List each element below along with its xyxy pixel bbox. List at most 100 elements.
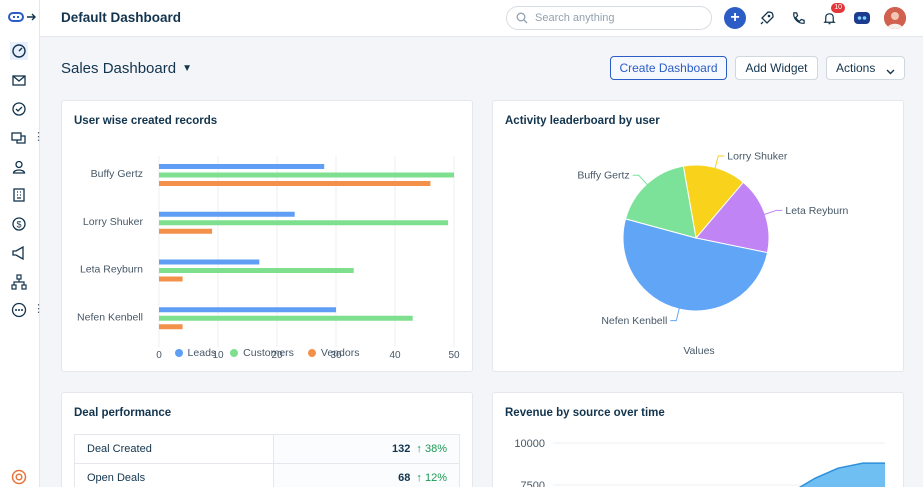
conversations-more-icon[interactable]: ⋮ <box>33 131 44 143</box>
deals-icon[interactable]: $ <box>10 215 28 233</box>
dashboard-name: Sales Dashboard <box>61 60 177 77</box>
pie-label: Lorry Shuker <box>727 150 788 162</box>
revenue-chart: 10000 7500 <box>514 438 885 487</box>
legend-dot <box>230 349 239 357</box>
category-label: Buffy Gertz <box>91 168 143 180</box>
search-icon <box>516 12 528 24</box>
x-tick-label: 0 <box>156 350 162 361</box>
revenue-widget: Revenue by source over time 10000 7500 <box>492 392 904 487</box>
notification-badge: 10 <box>831 3 845 13</box>
deal-value: 132 <box>392 443 411 455</box>
leaderboard-title: Activity leaderboard by user <box>505 115 660 127</box>
plus-icon: + <box>730 9 740 26</box>
create-dashboard-button[interactable]: Create Dashboard <box>610 56 727 80</box>
deals-table: Deal Created 132 ↑ 38% Open Deals 68 ↑ 1… <box>74 434 460 487</box>
accounts-icon[interactable] <box>10 186 28 204</box>
revenue-title: Revenue by source over time <box>505 407 665 419</box>
app-logo[interactable] <box>8 9 38 25</box>
top-bar: Default Dashboard + 10 <box>40 0 923 37</box>
tasks-icon[interactable] <box>10 100 28 118</box>
notifications-icon[interactable]: 10 <box>818 3 845 29</box>
x-tick-label: 30 <box>330 350 342 361</box>
bar-leads <box>159 164 325 169</box>
more-options-icon[interactable]: ⋮ <box>33 303 44 315</box>
phone-icon[interactable] <box>787 7 809 29</box>
conversations-icon[interactable] <box>10 129 28 147</box>
deal-value: 68 <box>398 472 411 484</box>
area-revenue <box>800 463 885 487</box>
bar-vendors <box>159 181 431 186</box>
x-tick-label: 40 <box>389 350 401 361</box>
page-title: Default Dashboard <box>61 10 182 25</box>
legend-dot <box>307 349 316 357</box>
area-line <box>798 462 885 487</box>
chevron-down-icon <box>886 64 895 78</box>
workflow-icon[interactable] <box>10 273 28 291</box>
pie-label: Buffy Gertz <box>577 170 629 182</box>
add-widget-button[interactable]: Add Widget <box>735 56 818 80</box>
help-icon[interactable] <box>11 469 27 485</box>
deal-change-value: 12% <box>424 472 447 484</box>
legend-item[interactable]: Vendors <box>307 347 360 359</box>
pie-label: Nefen Kenbell <box>601 315 667 327</box>
deal-label: Open Deals <box>75 464 274 487</box>
logo-icon <box>8 12 36 22</box>
campaigns-icon[interactable] <box>10 244 28 262</box>
bar-customers <box>159 315 413 321</box>
bar-leads <box>159 259 260 265</box>
records-chart: 0 10 20 30 40 50 Buffy Gertz Lorry Shuker Leta R… <box>77 156 460 361</box>
category-label: Leta Reyburn <box>80 264 143 276</box>
deal-change: ↑ 12% <box>416 472 447 484</box>
bot-icon[interactable] <box>851 7 873 29</box>
bar-vendors <box>159 228 213 234</box>
mail-icon[interactable] <box>10 71 28 89</box>
bar-vendors <box>159 276 183 282</box>
deal-change-value: 38% <box>424 443 447 455</box>
x-tick-label: 50 <box>448 350 460 361</box>
dashboard-icon[interactable] <box>10 42 28 60</box>
category-label: Lorry Shuker <box>83 216 144 228</box>
actions-label: Actions <box>836 61 876 75</box>
table-row[interactable]: Open Deals 68 ↑ 12% <box>75 464 459 487</box>
arrow-up-icon: ↑ <box>416 472 422 484</box>
pie-leader-line <box>632 174 649 186</box>
deal-label: Deal Created <box>75 435 274 463</box>
records-widget: User wise created records 0 10 20 30 40 50 Buf… <box>61 100 473 372</box>
pie-leader-line <box>714 155 725 170</box>
pie-leader-line <box>670 306 681 322</box>
legend-label: Customers <box>243 347 294 359</box>
category-label: Nefen Kenbell <box>77 311 143 323</box>
legend-dot <box>174 349 183 357</box>
actions-button[interactable]: Actions <box>826 56 905 80</box>
search-box[interactable] <box>506 6 712 30</box>
arrow-up-icon: ↑ <box>416 443 422 455</box>
bar-customers <box>159 220 449 226</box>
legend-item[interactable]: Customers <box>230 347 294 359</box>
records-legend: Leads Customers Vendors <box>62 347 472 359</box>
x-tick-label: 20 <box>271 350 283 361</box>
caret-down-icon: ▼ <box>182 63 192 74</box>
x-tick-label: 10 <box>212 350 224 361</box>
pie-axis-label: Values <box>683 345 715 357</box>
rocket-icon[interactable] <box>756 7 778 29</box>
table-row[interactable]: Deal Created 132 ↑ 38% <box>75 435 459 464</box>
user-avatar[interactable] <box>884 7 906 29</box>
quick-add-button[interactable]: + <box>724 7 746 29</box>
bar-customers <box>159 268 354 273</box>
contacts-icon[interactable] <box>10 158 28 176</box>
dashboard-selector[interactable]: Sales Dashboard ▼ <box>61 60 192 77</box>
legend-label: Leads <box>187 347 217 359</box>
svg-text:$: $ <box>16 220 21 230</box>
y-tick-label: 7500 <box>521 480 545 487</box>
bar-vendors <box>159 324 183 330</box>
records-title: User wise created records <box>74 115 218 127</box>
legend-label: Vendors <box>320 347 360 359</box>
leaderboard-widget: Activity leaderboard by user Lorry Shuke… <box>492 100 904 372</box>
bar-leads <box>159 307 336 313</box>
search-input[interactable] <box>535 12 695 24</box>
bar-customers <box>159 172 454 178</box>
legend-item[interactable]: Leads <box>174 347 217 359</box>
pie-leader-line <box>762 209 783 216</box>
y-tick-label: 10000 <box>514 438 545 450</box>
more-icon[interactable] <box>10 301 28 319</box>
